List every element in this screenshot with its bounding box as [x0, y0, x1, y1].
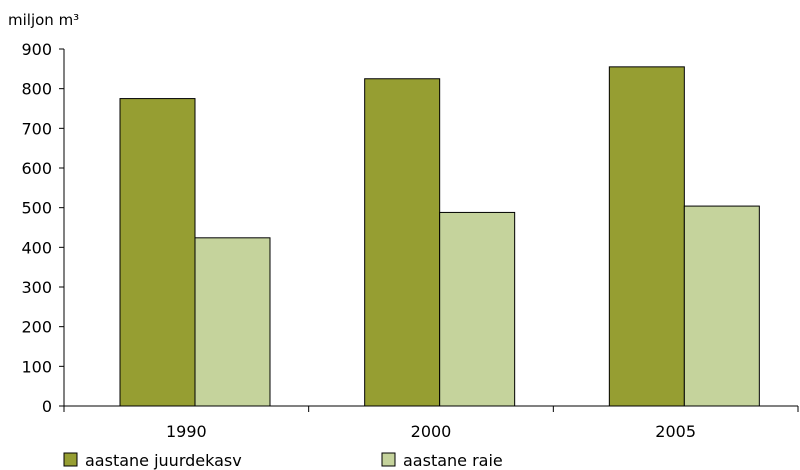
bar-aastane-raie-2005: [683, 205, 760, 407]
x-tick-label: 2000: [411, 422, 452, 441]
y-tick-label: 200: [21, 318, 52, 337]
bar-aastane-raie-1990: [194, 237, 271, 407]
legend: aastane juurdekasv aastane raie: [63, 451, 503, 470]
bar-aastane-juurdekasv-1990: [119, 98, 196, 407]
y-tick-label: 800: [21, 80, 52, 99]
bar-aastane-juurdekasv-2005: [608, 66, 685, 407]
x-axis-ticks: 1990 2000 2005: [63, 406, 799, 441]
y-tick-label: 100: [21, 357, 52, 376]
legend-label: aastane juurdekasv: [85, 451, 242, 470]
legend-label: aastane raie: [403, 451, 503, 470]
y-axis-ticks: 0 100 200 300 400 500 600 700 800 900: [21, 40, 64, 416]
legend-swatch: [63, 452, 78, 467]
x-tick-label: 1990: [166, 422, 207, 441]
y-axis-unit-label: miljon m³: [8, 11, 79, 29]
legend-swatch: [381, 452, 396, 467]
x-tick-label: 2005: [655, 422, 696, 441]
y-tick-label: 0: [42, 397, 52, 416]
y-tick-label: 600: [21, 159, 52, 178]
y-tick-label: 300: [21, 278, 52, 297]
y-tick-label: 700: [21, 119, 52, 138]
y-tick-label: 500: [21, 199, 52, 218]
y-tick-label: 400: [21, 238, 52, 257]
bar-aastane-raie-2000: [439, 211, 516, 407]
bar-aastane-juurdekasv-2000: [364, 78, 441, 407]
bars: [119, 66, 760, 407]
y-tick-label: 900: [21, 40, 52, 59]
